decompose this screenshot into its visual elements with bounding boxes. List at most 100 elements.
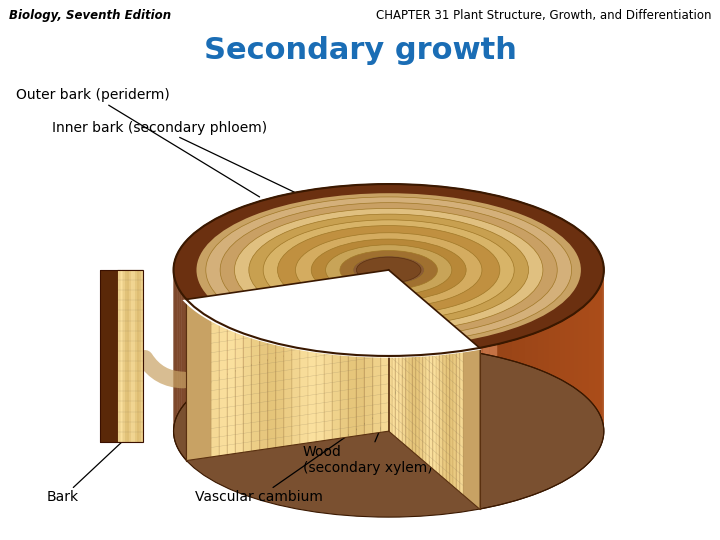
Text: Vascular cambium: Vascular cambium xyxy=(195,407,389,504)
Ellipse shape xyxy=(220,202,557,338)
Polygon shape xyxy=(600,284,601,448)
Polygon shape xyxy=(389,270,392,434)
Polygon shape xyxy=(372,271,381,434)
Polygon shape xyxy=(541,328,546,492)
Polygon shape xyxy=(415,293,419,457)
Polygon shape xyxy=(304,190,312,352)
Polygon shape xyxy=(184,240,186,405)
Ellipse shape xyxy=(174,184,604,356)
Polygon shape xyxy=(582,232,585,396)
Polygon shape xyxy=(174,260,175,424)
Polygon shape xyxy=(175,256,176,421)
Polygon shape xyxy=(364,272,372,435)
Polygon shape xyxy=(235,207,241,371)
Polygon shape xyxy=(436,310,439,475)
Polygon shape xyxy=(394,184,402,346)
Polygon shape xyxy=(419,296,423,460)
Text: Bark: Bark xyxy=(47,442,122,504)
Polygon shape xyxy=(602,278,603,442)
Polygon shape xyxy=(525,204,531,367)
Polygon shape xyxy=(577,229,582,393)
Polygon shape xyxy=(254,201,261,364)
Text: Wood
(secondary xylem): Wood (secondary xylem) xyxy=(302,375,432,475)
Polygon shape xyxy=(511,199,518,362)
Polygon shape xyxy=(324,278,332,441)
Polygon shape xyxy=(495,343,502,506)
Polygon shape xyxy=(456,328,459,492)
Polygon shape xyxy=(419,185,427,347)
Polygon shape xyxy=(498,196,505,359)
Polygon shape xyxy=(276,285,284,448)
Polygon shape xyxy=(181,244,184,408)
Polygon shape xyxy=(572,312,576,476)
Polygon shape xyxy=(574,226,577,390)
Polygon shape xyxy=(570,223,574,387)
Polygon shape xyxy=(392,273,395,437)
Polygon shape xyxy=(248,203,254,366)
Polygon shape xyxy=(576,309,580,474)
Polygon shape xyxy=(463,334,480,509)
Polygon shape xyxy=(564,220,570,384)
Ellipse shape xyxy=(174,345,604,517)
Polygon shape xyxy=(423,299,426,463)
Polygon shape xyxy=(399,279,402,443)
Polygon shape xyxy=(138,270,139,442)
Polygon shape xyxy=(385,184,394,345)
Polygon shape xyxy=(600,254,601,418)
Polygon shape xyxy=(289,192,297,355)
Polygon shape xyxy=(543,210,549,374)
Ellipse shape xyxy=(353,255,425,285)
Polygon shape xyxy=(588,238,591,402)
Polygon shape xyxy=(141,270,143,442)
Polygon shape xyxy=(537,208,543,372)
Polygon shape xyxy=(230,210,235,373)
Polygon shape xyxy=(449,322,453,486)
Polygon shape xyxy=(176,253,178,418)
Polygon shape xyxy=(459,189,467,351)
Polygon shape xyxy=(459,331,463,495)
Polygon shape xyxy=(588,300,590,464)
Ellipse shape xyxy=(249,214,528,326)
Polygon shape xyxy=(129,270,131,442)
Polygon shape xyxy=(594,244,596,409)
Polygon shape xyxy=(598,287,600,451)
Polygon shape xyxy=(443,316,446,481)
Polygon shape xyxy=(596,247,598,412)
Polygon shape xyxy=(535,330,541,494)
Polygon shape xyxy=(133,270,135,442)
Ellipse shape xyxy=(235,208,543,332)
Polygon shape xyxy=(235,291,243,454)
Text: Secondary growth: Secondary growth xyxy=(204,36,516,65)
Polygon shape xyxy=(186,238,189,402)
Polygon shape xyxy=(122,270,125,442)
Polygon shape xyxy=(377,184,385,346)
Polygon shape xyxy=(268,286,276,449)
Polygon shape xyxy=(219,214,224,379)
Polygon shape xyxy=(402,281,405,446)
Polygon shape xyxy=(297,191,304,354)
Polygon shape xyxy=(182,270,482,357)
Text: Inner bark (secondary phloem): Inner bark (secondary phloem) xyxy=(52,120,313,201)
Polygon shape xyxy=(502,341,509,504)
Polygon shape xyxy=(522,335,528,498)
Polygon shape xyxy=(601,281,602,445)
Ellipse shape xyxy=(311,239,466,301)
Polygon shape xyxy=(426,302,429,466)
Polygon shape xyxy=(429,305,433,469)
Polygon shape xyxy=(567,315,572,479)
Polygon shape xyxy=(480,347,487,509)
Polygon shape xyxy=(528,333,535,496)
Ellipse shape xyxy=(206,197,572,343)
Polygon shape xyxy=(300,282,308,444)
Polygon shape xyxy=(241,205,248,368)
Polygon shape xyxy=(467,190,475,353)
Polygon shape xyxy=(341,276,348,438)
Polygon shape xyxy=(593,294,595,458)
Polygon shape xyxy=(395,276,399,440)
Polygon shape xyxy=(490,194,498,357)
Polygon shape xyxy=(336,186,344,348)
Polygon shape xyxy=(139,270,141,442)
Polygon shape xyxy=(427,185,435,347)
Polygon shape xyxy=(475,191,482,354)
Polygon shape xyxy=(308,281,316,443)
